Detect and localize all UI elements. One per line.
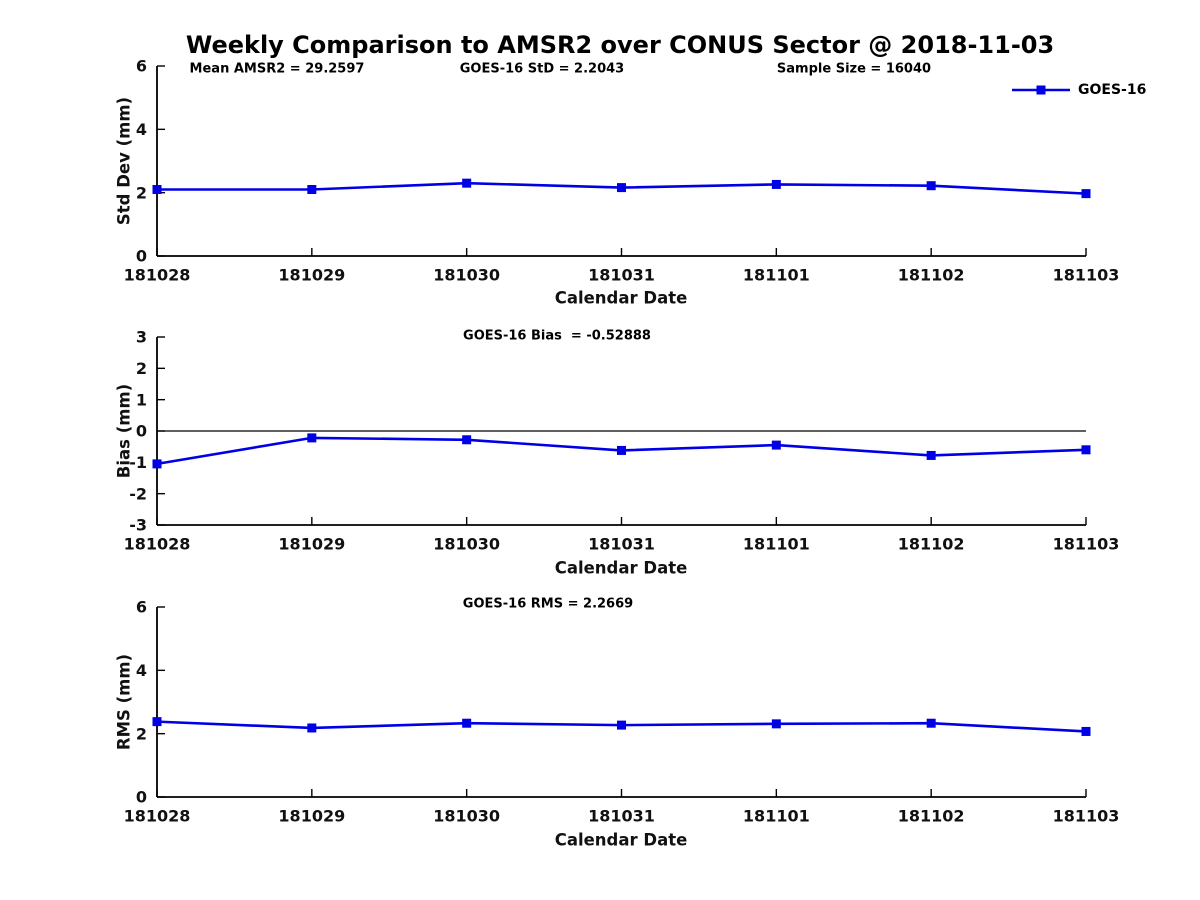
- rms-y-tick-label: 6: [136, 598, 147, 617]
- annotation-goes-std: GOES-16 StD = 2.2043: [459, 61, 625, 77]
- ylabel-bias: Bias (mm): [114, 383, 134, 479]
- std-dev-x-tick-label: 181029: [278, 266, 345, 285]
- bias-data-marker: [771, 440, 781, 450]
- bias-x-tick-label: 181028: [124, 535, 191, 554]
- bias-x-tick-label: 181102: [898, 535, 965, 554]
- std-dev-data-marker: [926, 181, 936, 191]
- rms-y-tick-label: 4: [136, 661, 147, 680]
- annotation-mean-amsr2: Mean AMSR2 = 29.2597: [189, 61, 365, 77]
- bias-y-tick-label: 3: [136, 328, 147, 347]
- std-dev-x-tick-label: 181031: [588, 266, 655, 285]
- xlabel-bias: Calendar Date: [554, 558, 688, 578]
- std-dev-data-marker: [462, 178, 472, 188]
- bias-x-tick-label: 181030: [433, 535, 500, 554]
- rms-data-marker: [1081, 726, 1091, 736]
- bias-data-marker: [462, 435, 472, 445]
- rms-data-marker: [462, 718, 472, 728]
- annotation-goes-bias: GOES-16 Bias = -0.52888: [463, 328, 651, 344]
- rms-y-tick-label: 0: [136, 788, 147, 807]
- bias-data-marker: [926, 450, 936, 460]
- rms-data-marker: [307, 723, 317, 733]
- bias-data-marker: [617, 445, 626, 455]
- bias-y-tick-label: 2: [136, 359, 147, 378]
- bias-subplot: -3 -2 -1 0 1 2 3 181028 181029 181030 181031 181101…: [124, 328, 1120, 554]
- std-dev-data-marker: [771, 179, 781, 189]
- bias-data-marker: [152, 459, 162, 469]
- std-dev-y-tick-label: 4: [136, 120, 147, 139]
- std-dev-y-tick-label: 6: [136, 57, 147, 76]
- rms-x-tick-label: 181029: [278, 807, 345, 826]
- bias-x-tick-label: 181031: [588, 535, 655, 554]
- rms-x-tick-label: 181028: [124, 807, 191, 826]
- bias-data-marker: [1081, 445, 1091, 455]
- std-dev-y-tick-label: 0: [136, 247, 147, 266]
- legend: GOES-16: [1012, 82, 1146, 98]
- annotation-sample-size: Sample Size = 16040: [776, 61, 932, 77]
- rms-x-tick-label: 181031: [588, 807, 655, 826]
- rms-x-tick-label: 181101: [743, 807, 810, 826]
- bias-y-tick-label: -2: [129, 484, 147, 503]
- rms-data-marker: [771, 719, 781, 729]
- rms-x-tick-label: 181103: [1053, 807, 1120, 826]
- legend-label: GOES-16: [1078, 82, 1147, 98]
- bias-x-tick-label: 181101: [743, 535, 810, 554]
- rms-x-tick-label: 181102: [898, 807, 965, 826]
- std-dev-data-marker: [152, 185, 162, 194]
- bias-y-tick-label: -3: [129, 516, 147, 535]
- std-dev-subplot: 0 2 4 6 181028 181029 181030 181031 181101 181102…: [124, 57, 1120, 285]
- std-dev-x-tick-label: 181028: [124, 266, 191, 285]
- std-dev-y-tick-label: 2: [136, 183, 147, 202]
- rms-data-marker: [152, 717, 162, 727]
- bias-y-tick-label: 0: [136, 422, 147, 441]
- std-dev-x-tick-label: 181101: [743, 266, 810, 285]
- std-dev-data-marker: [307, 185, 317, 194]
- annotation-goes-rms: GOES-16 RMS = 2.2669: [462, 596, 634, 612]
- legend-line-sample: [1012, 85, 1070, 95]
- rms-subplot: 0 2 4 6 181028 181029 181030 181031 181101 181102…: [124, 598, 1120, 826]
- bias-x-tick-label: 181029: [278, 535, 345, 554]
- rms-data-marker: [617, 720, 626, 730]
- xlabel-rms: Calendar Date: [554, 830, 688, 850]
- std-dev-x-tick-label: 181102: [898, 266, 965, 285]
- std-dev-data-marker: [1081, 189, 1091, 199]
- figure-title: Weekly Comparison to AMSR2 over CONUS Se…: [185, 31, 1055, 59]
- bias-x-tick-label: 181103: [1053, 535, 1120, 554]
- rms-data-marker: [926, 718, 936, 728]
- ylabel-rms: RMS (mm): [114, 653, 134, 751]
- rms-x-tick-label: 181030: [433, 807, 500, 826]
- bias-data-marker: [307, 433, 317, 443]
- std-dev-data-marker: [617, 183, 626, 193]
- std-dev-x-tick-label: 181030: [433, 266, 500, 285]
- ylabel-std-dev: Std Dev (mm): [114, 96, 134, 226]
- xlabel-std-dev: Calendar Date: [554, 288, 688, 308]
- rms-y-tick-label: 2: [136, 724, 147, 743]
- std-dev-x-tick-label: 181103: [1053, 266, 1120, 285]
- bias-y-tick-label: -1: [129, 453, 147, 472]
- legend-marker-icon: [1036, 85, 1046, 95]
- bias-y-tick-label: 1: [136, 390, 147, 409]
